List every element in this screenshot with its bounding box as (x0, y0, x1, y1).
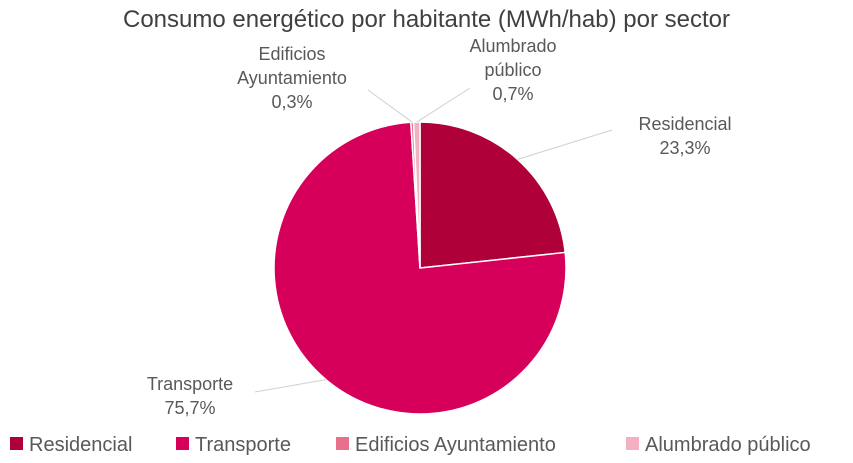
data-label-name: Alumbrado público (469, 36, 557, 80)
legend-item: Edificios Ayuntamiento (336, 434, 556, 457)
data-label-value: 23,3% (659, 138, 711, 158)
legend-item: Transporte (176, 434, 291, 457)
data-label: Transporte 75,7% (115, 372, 265, 420)
legend-label: Transporte (195, 434, 291, 456)
pie-slice (419, 121, 566, 269)
legend-swatch (626, 437, 639, 450)
leader-line (367, 89, 413, 123)
data-label: Edificios Ayuntamiento 0,3% (217, 42, 367, 114)
legend-swatch (336, 437, 349, 450)
data-label-value: 0,7% (492, 84, 534, 104)
data-label-value: 75,7% (164, 398, 216, 418)
legend-item: Residencial (10, 434, 132, 457)
leader-line (254, 379, 326, 393)
pie-slice (273, 121, 567, 415)
data-label: Residencial 23,3% (610, 112, 760, 160)
legend-swatch (176, 437, 189, 450)
data-label-value: 0,3% (271, 92, 313, 112)
data-label: Alumbrado público 0,7% (438, 34, 588, 106)
data-label-name: Edificios Ayuntamiento (237, 44, 347, 88)
legend-swatch (10, 437, 23, 450)
data-label-name: Transporte (146, 374, 234, 394)
leader-line (416, 87, 471, 123)
leader-line (517, 129, 613, 160)
legend: Residencial Transporte Edificios Ayuntamie… (0, 434, 853, 462)
legend-label: Edificios Ayuntamiento (355, 434, 556, 456)
legend-item: Alumbrado público (626, 434, 811, 457)
data-label-name: Residencial (638, 114, 732, 134)
legend-label: Alumbrado público (645, 434, 811, 456)
chart-title: Consumo energético por habitante (MWh/ha… (123, 6, 730, 33)
legend-label: Residencial (29, 434, 133, 456)
